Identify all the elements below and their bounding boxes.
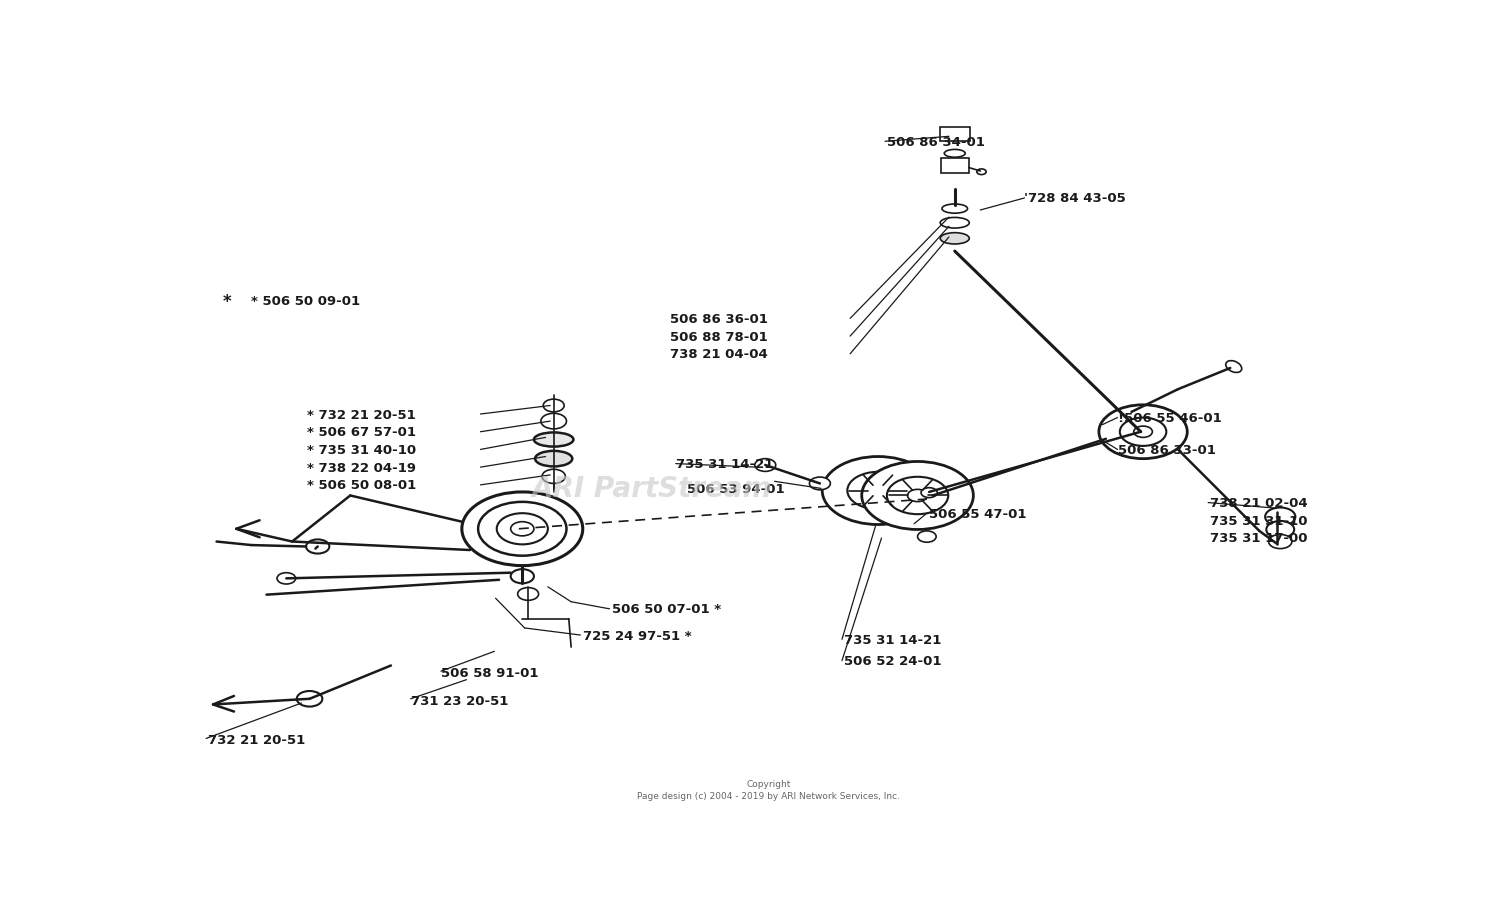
Circle shape <box>1120 418 1167 447</box>
Ellipse shape <box>942 205 968 214</box>
Text: 732 21 20-51: 732 21 20-51 <box>209 733 306 746</box>
Text: 506 52 24-01: 506 52 24-01 <box>844 654 942 667</box>
Circle shape <box>510 522 534 537</box>
Circle shape <box>976 170 986 176</box>
Circle shape <box>1266 521 1294 539</box>
Text: 506 50 07-01 *: 506 50 07-01 * <box>612 603 722 616</box>
Text: * 732 21 20-51: * 732 21 20-51 <box>308 408 416 421</box>
Ellipse shape <box>534 433 573 448</box>
Circle shape <box>1264 508 1296 527</box>
Text: '728 84 43-05: '728 84 43-05 <box>1024 192 1126 205</box>
Circle shape <box>908 490 927 502</box>
Text: * 506 67 57-01: * 506 67 57-01 <box>308 425 416 438</box>
Ellipse shape <box>536 451 573 467</box>
Circle shape <box>861 462 974 530</box>
Circle shape <box>822 457 934 525</box>
Ellipse shape <box>940 218 969 229</box>
Ellipse shape <box>1226 361 1242 373</box>
FancyBboxPatch shape <box>939 128 970 142</box>
Circle shape <box>754 460 776 471</box>
Text: 506 86 34-01: 506 86 34-01 <box>888 136 986 149</box>
Text: 731 23 20-51: 731 23 20-51 <box>411 695 509 708</box>
Text: Copyright
Page design (c) 2004 - 2019 by ARI Network Services, Inc.: Copyright Page design (c) 2004 - 2019 by… <box>638 779 900 800</box>
Circle shape <box>886 477 948 515</box>
Circle shape <box>542 470 566 484</box>
Circle shape <box>306 539 330 554</box>
Circle shape <box>918 531 936 542</box>
Circle shape <box>847 472 909 510</box>
Circle shape <box>1134 426 1152 438</box>
Circle shape <box>1100 405 1188 460</box>
Text: 735 31 31-10: 735 31 31-10 <box>1210 515 1308 528</box>
Ellipse shape <box>945 151 964 158</box>
Text: 506 86 36-01: 506 86 36-01 <box>670 312 768 325</box>
Text: 738 21 04-04: 738 21 04-04 <box>670 348 768 361</box>
Text: 506 53 94-01: 506 53 94-01 <box>687 482 784 495</box>
Text: * 735 31 40-10: * 735 31 40-10 <box>308 444 417 457</box>
Circle shape <box>542 414 567 429</box>
Text: 735 31 14-21: 735 31 14-21 <box>675 458 772 471</box>
Circle shape <box>921 488 938 498</box>
Circle shape <box>462 493 582 566</box>
Circle shape <box>278 573 296 584</box>
Circle shape <box>518 588 538 601</box>
Text: 735 31 17-00: 735 31 17-00 <box>1210 532 1308 545</box>
Text: 506 86 33-01: 506 86 33-01 <box>1118 444 1215 457</box>
Text: * 506 50 08-01: * 506 50 08-01 <box>308 479 417 492</box>
Ellipse shape <box>940 233 969 244</box>
Text: 506 55 47-01: 506 55 47-01 <box>928 507 1026 520</box>
FancyBboxPatch shape <box>940 158 969 174</box>
Circle shape <box>496 514 548 545</box>
Text: 738 21 02-04: 738 21 02-04 <box>1210 496 1308 509</box>
Text: ARI PartStream: ARI PartStream <box>532 475 772 503</box>
Text: 506 58 91-01: 506 58 91-01 <box>441 666 538 679</box>
Text: *: * <box>222 292 231 311</box>
Circle shape <box>1269 535 1292 549</box>
Circle shape <box>510 570 534 584</box>
Text: * 506 50 09-01: * 506 50 09-01 <box>252 295 360 308</box>
Text: 725 24 97-51 *: 725 24 97-51 * <box>582 629 692 641</box>
Text: * 738 22 04-19: * 738 22 04-19 <box>308 461 416 474</box>
Text: 735 31 14-21: 735 31 14-21 <box>844 633 942 646</box>
Text: 506 88 78-01: 506 88 78-01 <box>670 330 768 343</box>
Circle shape <box>868 485 888 497</box>
Circle shape <box>543 400 564 413</box>
Circle shape <box>478 503 567 556</box>
Circle shape <box>297 691 322 707</box>
Circle shape <box>810 478 831 490</box>
Text: !506 55 46-01: !506 55 46-01 <box>1118 412 1221 425</box>
